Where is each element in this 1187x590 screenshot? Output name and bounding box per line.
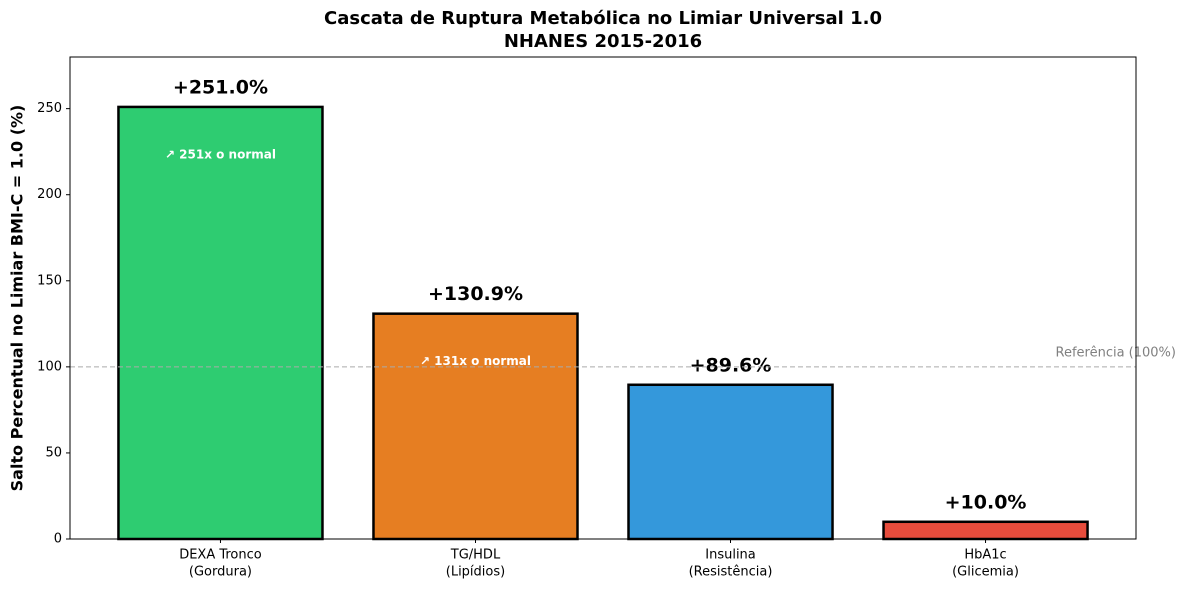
bar-annotation: ↗ 251x o normal <box>165 147 276 161</box>
y-tick-label: 0 <box>54 532 62 547</box>
x-tick-label: Insulina <box>705 548 756 563</box>
x-tick-label: (Resistência) <box>689 565 773 580</box>
chart-subtitle: NHANES 2015-2016 <box>504 31 702 52</box>
y-tick-label: 50 <box>45 445 62 460</box>
x-tick-label: (Glicemia) <box>952 565 1019 580</box>
bar <box>372 312 579 541</box>
x-tick-label: HbA1c <box>964 548 1006 563</box>
x-tick-label: (Lipídios) <box>446 565 505 580</box>
bar <box>882 520 1089 541</box>
y-tick-label: 250 <box>37 101 62 116</box>
bar-annotation: ↗ 131x o normal <box>420 354 531 368</box>
x-tick-label: (Gordura) <box>189 565 252 580</box>
value-label: +130.9% <box>428 283 523 305</box>
value-label: +89.6% <box>690 354 772 376</box>
y-tick-label: 100 <box>37 359 62 374</box>
chart-title: Cascata de Ruptura Metabólica no Limiar … <box>324 8 882 29</box>
x-tick-label: DEXA Tronco <box>179 548 262 563</box>
y-tick-label: 200 <box>37 187 62 202</box>
value-label: +251.0% <box>173 76 268 98</box>
y-axis-label: Salto Percentual no Limiar BMI-C = 1.0 (… <box>8 105 27 492</box>
bar <box>627 383 834 541</box>
bar <box>117 105 324 541</box>
plot-frame <box>69 56 1137 540</box>
y-tick-label: 150 <box>37 273 62 288</box>
x-tick-label: TG/HDL <box>450 548 501 563</box>
value-label: +10.0% <box>945 491 1027 513</box>
reference-label: Referência (100%) <box>1056 345 1177 360</box>
